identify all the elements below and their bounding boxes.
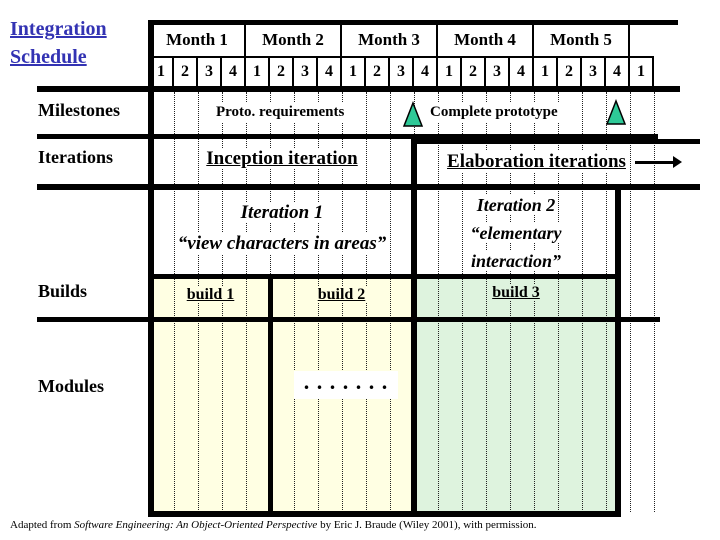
week-number-cell: 2: [270, 58, 294, 86]
week-number-cell: 4: [318, 58, 342, 86]
month-header-cell: Month 4: [438, 25, 534, 56]
week-number-cell: 2: [174, 58, 198, 86]
builds-top-border: [150, 274, 621, 279]
month-header-cell: Month 2: [246, 25, 342, 56]
slide-title-line2: Schedule: [10, 46, 87, 68]
week-number-cell: 3: [486, 58, 510, 86]
iteration1-subtitle: “view characters in areas”: [175, 233, 389, 254]
week-number-cell: 3: [582, 58, 606, 86]
week-number-cell: 2: [366, 58, 390, 86]
milestone-triangle-icon: [605, 99, 627, 125]
slide-title-line1: Integration: [10, 18, 107, 40]
month-header-cell: Month 5: [534, 25, 630, 56]
inception-iteration-cell: Inception iteration: [153, 148, 411, 170]
iterations-bottom-divider: [37, 184, 700, 190]
build1-label: build 1: [183, 286, 238, 303]
month-header-cell: Month 3: [342, 25, 438, 56]
week-number-cell: 1: [246, 58, 270, 86]
iteration2-box: Iteration 2 “elementary interaction”: [417, 192, 615, 276]
week-number-cell: 1: [438, 58, 462, 86]
right-column-border: [615, 188, 621, 515]
build3-label: build 3: [489, 284, 543, 301]
week-number-cell: 1: [630, 58, 654, 86]
iteration2-subtitle-line1: “elementary: [468, 223, 564, 243]
iteration2-title: Iteration 2: [474, 195, 558, 215]
columns-bottom-border: [148, 511, 621, 517]
milestone-proto-requirements-label: Proto. requirements: [213, 103, 348, 122]
iteration2-subtitle-line2: interaction”: [468, 251, 563, 271]
table-top-border: [150, 20, 678, 25]
footer-book-title: Software Engineering: An Object-Oriented…: [74, 519, 318, 531]
milestones-row-label: Milestones: [38, 100, 120, 120]
month-header-cell: Month 1: [150, 25, 246, 56]
build1-column-background: [152, 276, 270, 513]
week-number-cell: 4: [222, 58, 246, 86]
week-number-cell: 4: [606, 58, 630, 86]
build1-build2-divider: [268, 274, 273, 515]
builds-bottom-divider: [37, 317, 660, 322]
build2-label: build 2: [314, 286, 369, 303]
week-number-cell: 3: [294, 58, 318, 86]
builds-row-label: Builds: [38, 281, 88, 301]
milestone-complete-prototype-label: Complete prototype: [427, 103, 561, 122]
week-number-cell: 1: [342, 58, 366, 86]
modules-row-label: Modules: [38, 376, 105, 396]
week-number-cell: 4: [510, 58, 534, 86]
iteration1-title: Iteration 1: [238, 202, 326, 223]
build3-cell: build 3: [417, 284, 615, 302]
build2-cell: build 2: [272, 286, 411, 304]
iteration1-box: Iteration 1 “view characters in areas”: [153, 198, 411, 260]
footer-prefix: Adapted from: [10, 519, 75, 531]
week-number-cell: 4: [414, 58, 438, 86]
elaboration-top-border: [411, 139, 700, 144]
header-bottom-divider: [37, 86, 680, 92]
month-header-row: Month 1 Month 2 Month 3 Month 4 Month 5: [150, 25, 630, 56]
milestones-bottom-divider: [37, 134, 658, 139]
footer-suffix: by Eric J. Braude (Wiley 2001), with per…: [317, 519, 537, 531]
build3-column-background: [415, 276, 617, 513]
iterations-row-label: Iterations: [38, 147, 113, 167]
build1-cell: build 1: [153, 286, 268, 304]
elaboration-iterations-label: Elaboration iterations: [444, 151, 629, 173]
right-arrow-icon: [634, 155, 682, 168]
week-number-cell: 1: [150, 58, 174, 86]
week-number-cell: 2: [558, 58, 582, 86]
left-table-border: [148, 20, 154, 515]
elaboration-iterations-cell: Elaboration iterations: [417, 146, 700, 178]
week-number-cell: 3: [198, 58, 222, 86]
week-number-cell: 1: [534, 58, 558, 86]
inception-iteration-label: Inception iteration: [203, 148, 361, 169]
modules-ellipsis-label: . . . . . . .: [294, 371, 398, 399]
milestone-triangle-icon: [402, 101, 424, 127]
week-number-cell: 3: [390, 58, 414, 86]
attribution-footer: Adapted from Software Engineering: An Ob…: [10, 519, 537, 531]
week-number-cell: 2: [462, 58, 486, 86]
